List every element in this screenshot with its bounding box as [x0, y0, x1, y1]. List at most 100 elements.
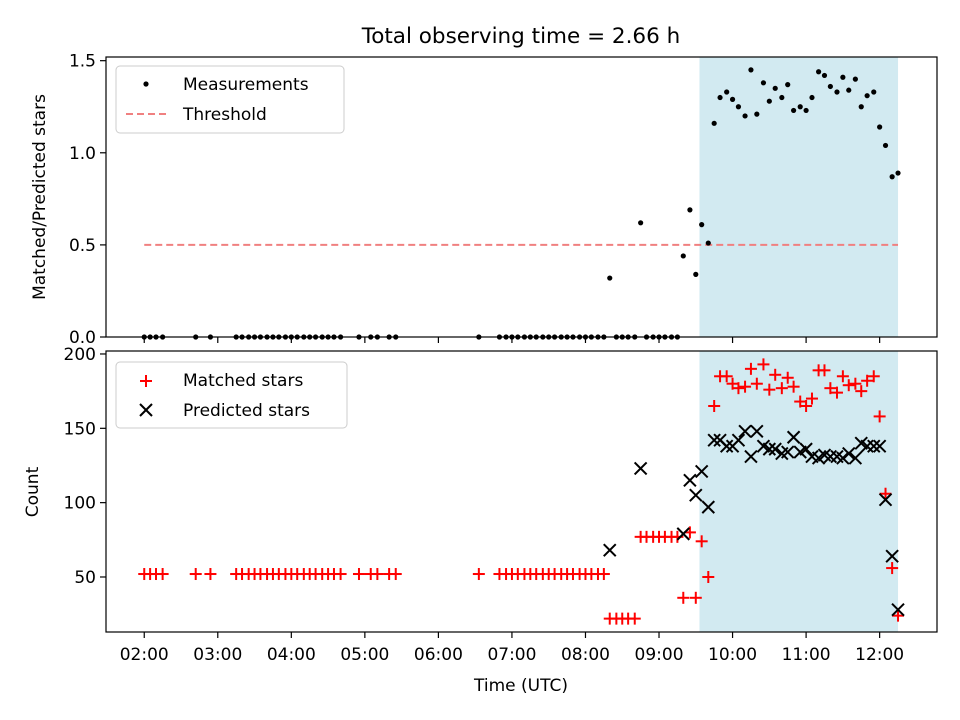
x-tick-label: 09:00 [635, 645, 684, 665]
measurement-point [809, 94, 815, 101]
matched-star-point [744, 362, 757, 375]
measurement-point [877, 124, 883, 130]
matched-star-point [830, 386, 843, 399]
predicted-star-point [719, 439, 734, 453]
predicted-star-point [683, 473, 697, 488]
predicted-star-point [750, 424, 764, 438]
matched-star-point [708, 400, 721, 413]
predicted-star-point [744, 449, 758, 464]
matched-star-point [472, 568, 485, 581]
matched-star-point [732, 382, 745, 395]
matched-star-point [689, 591, 702, 604]
measurement-point [821, 72, 828, 79]
matched-star-point [849, 377, 862, 390]
matched-star-point [702, 570, 715, 583]
x-tick-label: 12:00 [855, 645, 904, 665]
predicted-star-point [701, 500, 715, 514]
measurement-point [889, 174, 895, 180]
predicted-star-point [878, 492, 893, 507]
predicted-star-point [762, 442, 777, 456]
y-tick-label: 0.0 [69, 328, 96, 348]
x-tick-label: 02:00 [120, 645, 169, 665]
predicted-star-point [768, 442, 782, 456]
measurement-point [760, 80, 767, 86]
matched-star-point [371, 568, 384, 581]
y-tick-label: 1.0 [69, 144, 96, 164]
measurement-point [790, 107, 797, 114]
measurement-point [895, 170, 901, 176]
measurement-point [724, 89, 730, 95]
predicted-star-point [867, 439, 881, 453]
matched-star-point [720, 370, 733, 383]
x-tick-label: 04:00 [267, 645, 316, 665]
measurement-point [816, 69, 822, 75]
x-axis-label: Time (UTC) [473, 676, 568, 696]
measurement-point [748, 67, 754, 73]
measurement-point [827, 83, 833, 90]
measurement-point [779, 94, 785, 101]
legend-threshold-label: Threshold [182, 105, 267, 125]
legend-measurements-marker [143, 81, 149, 87]
measurement-point [729, 96, 736, 102]
matched-star-point [824, 382, 837, 395]
bottom-axes-frame [105, 350, 938, 633]
matched-star-point [873, 410, 886, 423]
predicted-star-point [738, 424, 752, 438]
measurement-point [699, 222, 705, 228]
matched-star-point [757, 358, 770, 371]
measurement-point [852, 76, 858, 82]
legend-measurements-label: Measurements [183, 75, 309, 95]
measurement-point [785, 82, 791, 88]
predicted-star-point [885, 549, 899, 563]
predicted-star-point [694, 464, 709, 479]
measurement-point [858, 104, 864, 110]
matched-star-point [750, 377, 763, 390]
y-tick-label: 100 [64, 494, 96, 514]
legend-matched-marker [140, 375, 152, 387]
x-tick-label: 06:00 [414, 645, 463, 665]
predicted-star-point [633, 461, 648, 476]
predicted-star-point [799, 442, 813, 456]
predicted-star-point [836, 451, 850, 465]
predicted-star-point [603, 543, 617, 557]
matched-star-point [775, 382, 788, 395]
measurement-point [680, 253, 686, 259]
matched-star-point [800, 400, 813, 413]
top-shaded-region [699, 57, 899, 337]
matched-star-point [204, 568, 217, 581]
predicted-star-point [731, 433, 746, 447]
measurement-point [803, 107, 809, 114]
measurement-point [687, 207, 693, 213]
matched-star-point [763, 383, 776, 396]
measurement-point [772, 85, 778, 91]
matched-star-point [867, 370, 880, 383]
matched-star-point [836, 370, 849, 383]
y-tick-label: 50 [74, 568, 96, 588]
predicted-star-point [707, 433, 721, 447]
measurement-point [766, 98, 772, 104]
bottom-legend: Matched stars Predicted stars [115, 361, 348, 429]
measurement-point [834, 89, 840, 95]
top-legend: Measurements Threshold [115, 65, 345, 134]
matched-star-point [842, 379, 855, 392]
matched-star-point [787, 380, 800, 393]
measurement-point [705, 240, 711, 246]
bottom-y-axis-label: Count [23, 466, 43, 517]
legend-predicted-label: Predicted stars [183, 401, 310, 421]
y-tick-label: 200 [64, 345, 96, 365]
x-tick-label: 10:00 [708, 645, 757, 665]
matched-star-point [189, 568, 202, 581]
measurement-point [871, 89, 877, 95]
matched-star-point [628, 612, 641, 625]
predicted-star-point [872, 439, 887, 453]
bottom-shaded-region [699, 351, 899, 632]
matched-star-point [879, 487, 892, 500]
y-tick-label: 150 [64, 419, 96, 439]
x-tick-label: 08:00 [561, 645, 610, 665]
matched-star-point [597, 568, 610, 581]
measurement-point [735, 104, 742, 110]
bottom-panel: 50 100 150 200 02:00 03:00 04:00 05:00 06:00 07:… [23, 345, 938, 696]
matched-star-point [818, 364, 831, 377]
matched-star-point [855, 385, 868, 398]
measurement-point [638, 220, 644, 226]
